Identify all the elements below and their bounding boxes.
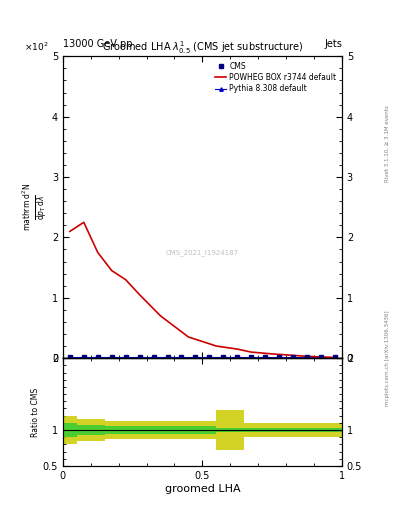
POWHEG BOX r3744 default [186, 334, 191, 340]
CMS [123, 354, 128, 360]
CMS [151, 354, 156, 360]
Pythia 8.308 default [291, 354, 296, 360]
Text: 13000 GeV pp: 13000 GeV pp [63, 38, 132, 49]
Pythia 8.308 default [207, 354, 212, 360]
CMS [221, 354, 226, 360]
POWHEG BOX r3744 default [137, 292, 142, 298]
Pythia 8.308 default [249, 354, 253, 360]
Line: CMS: CMS [68, 355, 337, 359]
Pythia 8.308 default [151, 354, 156, 360]
CMS [249, 354, 253, 360]
CMS [263, 354, 268, 360]
Pythia 8.308 default [68, 354, 72, 360]
Text: $\times10^{2}$: $\times10^{2}$ [24, 41, 48, 53]
Pythia 8.308 default [193, 354, 198, 360]
CMS [332, 354, 337, 360]
Line: Pythia 8.308 default: Pythia 8.308 default [68, 355, 337, 359]
Pythia 8.308 default [277, 354, 281, 360]
Line: POWHEG BOX r3744 default: POWHEG BOX r3744 default [70, 222, 335, 357]
CMS [235, 354, 240, 360]
Pythia 8.308 default [235, 354, 240, 360]
CMS [165, 354, 170, 360]
CMS [109, 354, 114, 360]
Y-axis label: mathrm d$^2$N
$\overline{\mathrm{d}p_\mathrm{T}\,\mathrm{d}\lambda}$: mathrm d$^2$N $\overline{\mathrm{d}p_\ma… [20, 183, 49, 231]
Pythia 8.308 default [123, 354, 128, 360]
CMS [68, 354, 72, 360]
Pythia 8.308 default [221, 354, 226, 360]
Pythia 8.308 default [95, 354, 100, 360]
Pythia 8.308 default [179, 354, 184, 360]
Pythia 8.308 default [305, 354, 309, 360]
CMS [319, 354, 323, 360]
POWHEG BOX r3744 default [305, 353, 309, 359]
Title: Groomed LHA $\lambda^{1}_{0.5}$ (CMS jet substructure): Groomed LHA $\lambda^{1}_{0.5}$ (CMS jet… [102, 39, 303, 56]
POWHEG BOX r3744 default [235, 346, 240, 352]
CMS [277, 354, 281, 360]
POWHEG BOX r3744 default [270, 351, 275, 357]
CMS [137, 354, 142, 360]
Pythia 8.308 default [137, 354, 142, 360]
CMS [291, 354, 296, 360]
POWHEG BOX r3744 default [95, 249, 100, 255]
Legend: CMS, POWHEG BOX r3744 default, Pythia 8.308 default: CMS, POWHEG BOX r3744 default, Pythia 8.… [213, 60, 338, 95]
Y-axis label: Ratio to CMS: Ratio to CMS [31, 388, 40, 437]
Pythia 8.308 default [332, 354, 337, 360]
CMS [305, 354, 309, 360]
CMS [179, 354, 184, 360]
Text: CMS_2021_I1924187: CMS_2021_I1924187 [166, 249, 239, 256]
Text: Jets: Jets [324, 38, 342, 49]
Text: mcplots.cern.ch [arXiv:1306.3436]: mcplots.cern.ch [arXiv:1306.3436] [385, 311, 389, 406]
POWHEG BOX r3744 default [158, 313, 163, 319]
POWHEG BOX r3744 default [249, 349, 253, 355]
POWHEG BOX r3744 default [109, 268, 114, 274]
X-axis label: groomed LHA: groomed LHA [165, 483, 240, 494]
POWHEG BOX r3744 default [68, 228, 72, 234]
POWHEG BOX r3744 default [123, 276, 128, 283]
Pythia 8.308 default [109, 354, 114, 360]
POWHEG BOX r3744 default [81, 219, 86, 225]
Pythia 8.308 default [165, 354, 170, 360]
CMS [81, 354, 86, 360]
POWHEG BOX r3744 default [214, 343, 219, 349]
Pythia 8.308 default [263, 354, 268, 360]
CMS [193, 354, 198, 360]
CMS [207, 354, 212, 360]
Pythia 8.308 default [81, 354, 86, 360]
Text: Rivet 3.1.10, ≥ 3.1M events: Rivet 3.1.10, ≥ 3.1M events [385, 105, 389, 182]
POWHEG BOX r3744 default [332, 354, 337, 360]
CMS [95, 354, 100, 360]
Pythia 8.308 default [319, 354, 323, 360]
